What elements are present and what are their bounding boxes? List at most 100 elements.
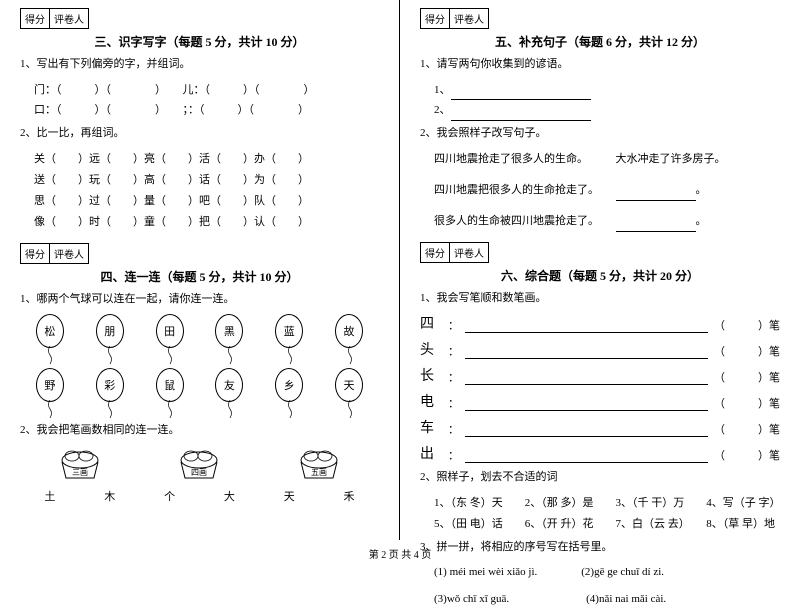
- stroke-row: 电：（ ）笔: [420, 391, 780, 411]
- stroke-char: 长: [420, 365, 448, 385]
- basket-icon: 三画: [50, 448, 110, 484]
- sec5-example: 四川地震抢走了很多人的生命。 大水冲走了许多房子。: [420, 149, 780, 170]
- score-label: 得分: [21, 9, 50, 28]
- char-row: 土 木 个 大 天 禾: [20, 488, 379, 504]
- match-char: 大: [224, 488, 235, 504]
- balloon-char: 天: [335, 368, 363, 402]
- balloon: 朋: [93, 314, 127, 362]
- balloon-char: 野: [36, 368, 64, 402]
- basket-icon: 五画: [289, 448, 349, 484]
- section6-title: 六、综合题（每题 5 分，共计 20 分）: [420, 267, 780, 284]
- sec3-q1-line1: 门：（ ）（ ） 儿：（ ）（ ）: [20, 80, 379, 101]
- stroke-suffix: （ ）笔: [714, 447, 780, 463]
- grader-label: 评卷人: [50, 244, 88, 263]
- match-char: 土: [44, 488, 55, 504]
- balloon: 田: [153, 314, 187, 362]
- proverb-line2: 2、: [420, 100, 780, 121]
- grader-label: 评卷人: [450, 243, 488, 262]
- balloon: 乡: [272, 368, 306, 416]
- sec4-q1: 1、哪两个气球可以连在一起，请你连一连。: [20, 291, 379, 309]
- stroke-char: 车: [420, 417, 448, 437]
- right-column: 得分 评卷人 五、补充句子（每题 6 分，共计 12 分） 1、请写两句你收集到…: [400, 0, 800, 540]
- balloon: 彩: [93, 368, 127, 416]
- basket: 五画: [289, 448, 349, 484]
- stroke-char: 头: [420, 339, 448, 359]
- score-box-sec4: 得分 评卷人: [20, 243, 89, 264]
- left-column: 得分 评卷人 三、识字写字（每题 5 分，共计 10 分） 1、写出有下列偏旁的…: [0, 0, 400, 540]
- balloon-char: 蓝: [275, 314, 303, 348]
- basket-row: 三画 四画 五画: [20, 448, 379, 484]
- stroke-suffix: （ ）笔: [714, 343, 780, 359]
- stroke-row: 出：（ ）笔: [420, 443, 780, 463]
- balloon-row-top: 松 朋 田 黑 蓝 故: [20, 314, 379, 362]
- sec5-q2: 2、我会照样子改写句子。: [420, 125, 780, 143]
- sec6-q2-line1: 1、（东 冬）天 2、（那 多）是 3、（千 干）万 4、写（子 字）: [420, 493, 780, 514]
- proverb-line1: 1、: [420, 80, 780, 101]
- sec3-q1-line2: 口：（ ）（ ） ；：（ ）（ ）: [20, 100, 379, 121]
- balloon: 松: [33, 314, 67, 362]
- balloon: 天: [332, 368, 366, 416]
- sec3-q2-line3: 思（ ）过（ ）量（ ）吧（ ）队（ ）: [20, 191, 379, 212]
- balloon-char: 朋: [96, 314, 124, 348]
- stroke-suffix: （ ）笔: [714, 369, 780, 385]
- score-label: 得分: [421, 9, 450, 28]
- basket-label: 三画: [72, 468, 88, 477]
- balloon: 蓝: [272, 314, 306, 362]
- score-box-sec5: 得分 评卷人: [420, 8, 489, 29]
- balloon-char: 松: [36, 314, 64, 348]
- basket-label: 五画: [311, 468, 327, 477]
- balloon: 故: [332, 314, 366, 362]
- page: 得分 评卷人 三、识字写字（每题 5 分，共计 10 分） 1、写出有下列偏旁的…: [0, 0, 800, 540]
- balloon-row-bot: 野 彩 鼠 友 乡 天: [20, 368, 379, 416]
- match-char: 个: [164, 488, 175, 504]
- sec6-q3-line1: (1) méi mei wèi xiǎo jì. (2)gē ge chuī d…: [420, 562, 780, 583]
- sec3-q2: 2、比一比，再组词。: [20, 125, 379, 143]
- sec6-q2: 2、照样子，划去不合适的词: [420, 469, 780, 487]
- balloon-char: 田: [156, 314, 184, 348]
- sec5-q1: 1、请写两句你收集到的谚语。: [420, 56, 780, 74]
- stroke-suffix: （ ）笔: [714, 395, 780, 411]
- sec3-q2-line4: 像（ ）时（ ）童（ ）把（ ）认（ ）: [20, 212, 379, 233]
- score-label: 得分: [421, 243, 450, 262]
- stroke-char: 出: [420, 443, 448, 463]
- basket-icon: 四画: [169, 448, 229, 484]
- grader-label: 评卷人: [450, 9, 488, 28]
- stroke-char: 电: [420, 391, 448, 411]
- stroke-row: 四：（ ）笔: [420, 313, 780, 333]
- section4-title: 四、连一连（每题 5 分，共计 10 分）: [20, 268, 379, 285]
- balloon-char: 黑: [215, 314, 243, 348]
- stroke-char: 四: [420, 313, 448, 333]
- stroke-suffix: （ ）笔: [714, 421, 780, 437]
- page-footer: 第 2 页 共 4 页: [0, 546, 800, 561]
- balloon: 鼠: [153, 368, 187, 416]
- balloon-char: 故: [335, 314, 363, 348]
- score-box-sec3: 得分 评卷人: [20, 8, 89, 29]
- sec5-line2: 很多人的生命被四川地震抢走了。 。: [420, 211, 780, 232]
- stroke-row: 长：（ ）笔: [420, 365, 780, 385]
- sec4-q2: 2、我会把笔画数相同的连一连。: [20, 422, 379, 440]
- balloon-char: 友: [215, 368, 243, 402]
- match-char: 木: [104, 488, 115, 504]
- sec3-q1: 1、写出有下列偏旁的字，并组词。: [20, 56, 379, 74]
- sec3-q2-line2: 送（ ）玩（ ）高（ ）话（ ）为（ ）: [20, 170, 379, 191]
- sec6-q2-line2: 5、（田 电）话 6、（开 升）花 7、白（云 去） 8、（草 早）地: [420, 514, 780, 535]
- section3-title: 三、识字写字（每题 5 分，共计 10 分）: [20, 33, 379, 50]
- stroke-suffix: （ ）笔: [714, 317, 780, 333]
- balloon: 友: [212, 368, 246, 416]
- basket: 三画: [50, 448, 110, 484]
- match-char: 天: [284, 488, 295, 504]
- section5-title: 五、补充句子（每题 6 分，共计 12 分）: [420, 33, 780, 50]
- balloon: 黑: [212, 314, 246, 362]
- balloon-char: 鼠: [156, 368, 184, 402]
- basket-label: 四画: [191, 468, 207, 477]
- balloon-char: 乡: [275, 368, 303, 402]
- stroke-row: 车：（ ）笔: [420, 417, 780, 437]
- sec6-q1: 1、我会写笔顺和数笔画。: [420, 290, 780, 308]
- balloon: 野: [33, 368, 67, 416]
- balloon-char: 彩: [96, 368, 124, 402]
- sec3-q2-line1: 关（ ）远（ ）亮（ ）活（ ）办（ ）: [20, 149, 379, 170]
- sec5-line1: 四川地震把很多人的生命抢走了。 。: [420, 180, 780, 201]
- stroke-row: 头：（ ）笔: [420, 339, 780, 359]
- match-char: 禾: [344, 488, 355, 504]
- score-label: 得分: [21, 244, 50, 263]
